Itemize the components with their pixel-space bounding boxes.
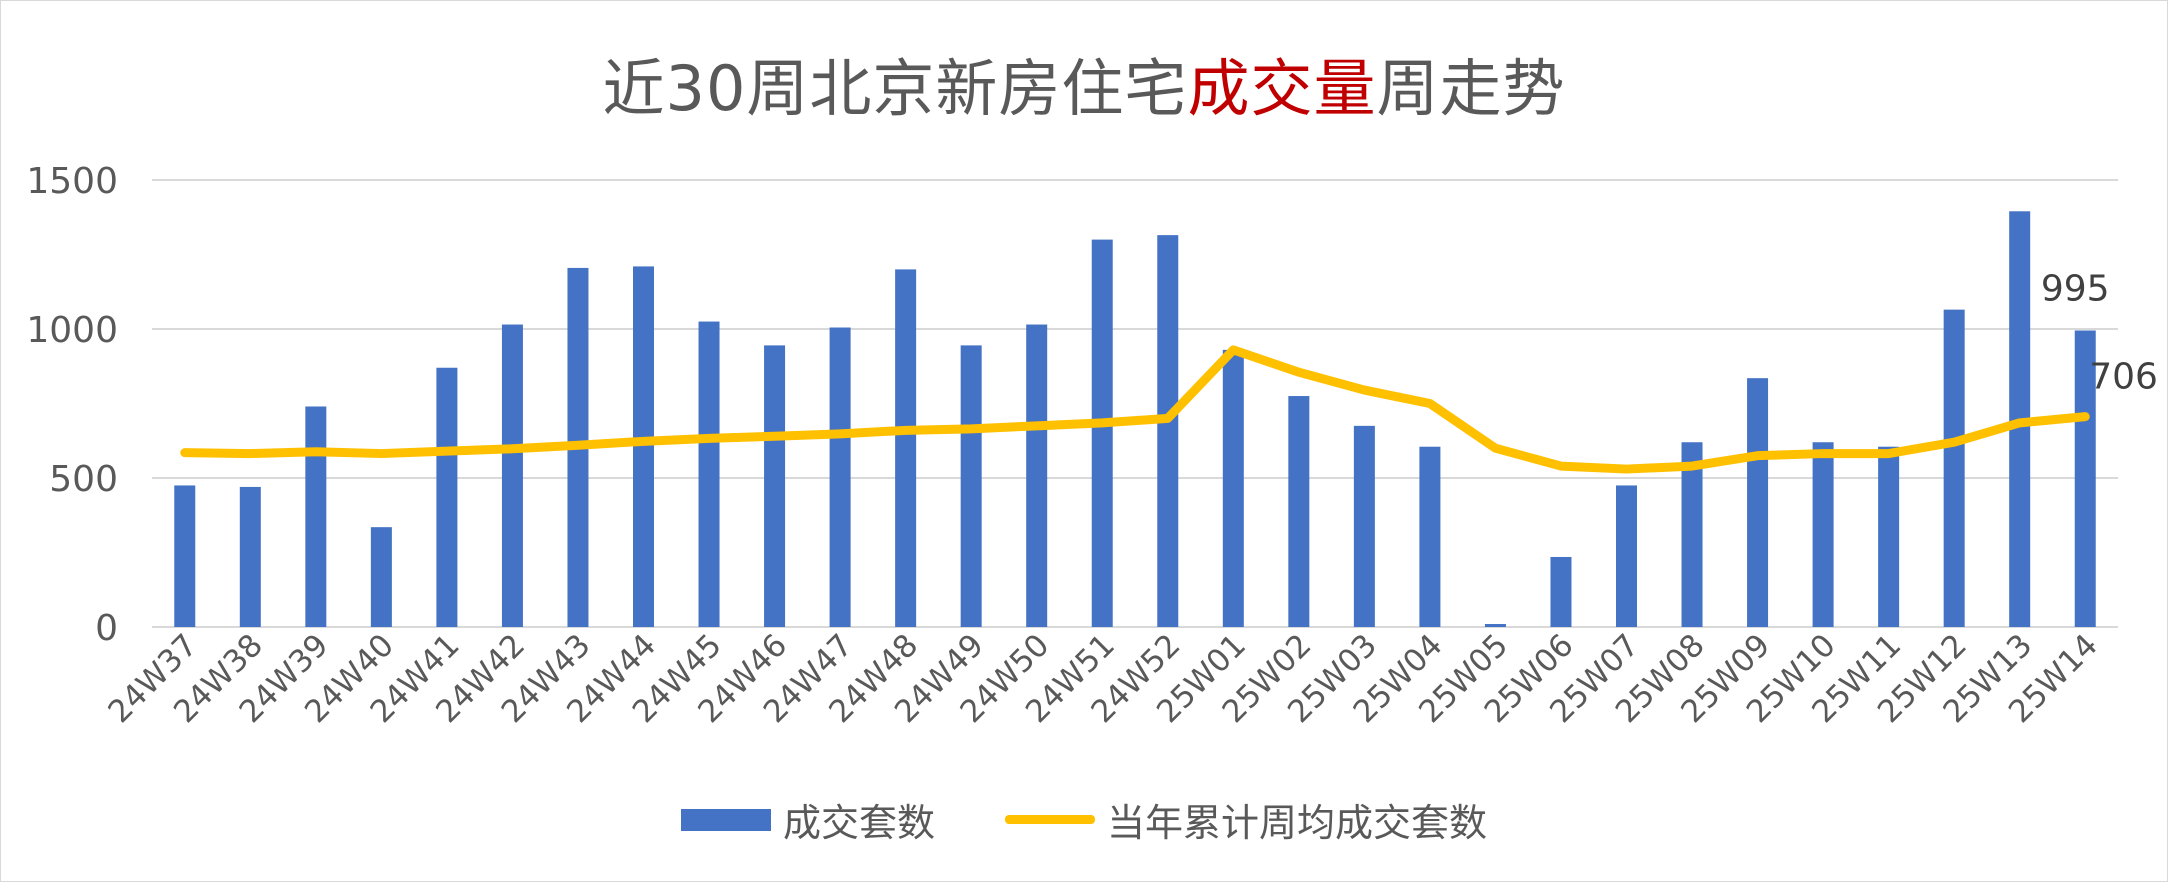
bar <box>895 269 917 627</box>
title-prefix: 近30周北京新房住宅 <box>602 52 1188 125</box>
bar <box>501 324 523 627</box>
bar <box>1091 239 1113 627</box>
bar <box>370 527 392 627</box>
bar <box>1550 556 1572 627</box>
data-label: 995 <box>2041 268 2110 309</box>
bar <box>829 327 851 627</box>
bar <box>1419 446 1441 627</box>
legend-item-line: 当年累计周均成交套数 <box>1005 792 1487 847</box>
bar <box>764 345 786 627</box>
legend: 成交套数 当年累计周均成交套数 <box>0 792 2168 847</box>
bar <box>633 266 654 627</box>
bar <box>1288 396 1310 627</box>
bar <box>1812 442 1834 627</box>
y-tick-label: 1000 <box>26 310 118 351</box>
bar <box>239 486 261 627</box>
bar <box>1616 485 1637 627</box>
legend-item-bar: 成交套数 <box>680 792 935 847</box>
bar <box>1157 235 1179 627</box>
title-suffix: 周走势 <box>1376 52 1566 125</box>
bar <box>1222 349 1244 627</box>
data-label: 706 <box>2089 357 2158 398</box>
y-tick-label: 0 <box>95 608 118 649</box>
bar <box>1484 624 1506 627</box>
bar <box>1026 324 1048 627</box>
bar <box>1747 378 1769 627</box>
bar <box>1943 309 1965 627</box>
chart-title: 近30周北京新房住宅成交量周走势 <box>0 38 2168 128</box>
line-series-weekly-average <box>180 345 2090 474</box>
bar <box>305 406 327 627</box>
y-tick-label: 1500 <box>26 161 118 202</box>
bar <box>1878 446 1900 627</box>
bar <box>1353 425 1375 627</box>
bar <box>436 367 458 627</box>
y-tick-label: 500 <box>49 459 118 500</box>
legend-swatch-line <box>1005 815 1095 824</box>
legend-swatch-bar <box>680 808 771 831</box>
bar <box>960 345 982 627</box>
legend-label-line: 当年累计周均成交套数 <box>1107 801 1488 845</box>
bar <box>174 485 196 627</box>
legend-label-bar: 成交套数 <box>782 801 935 845</box>
bar <box>2074 330 2096 627</box>
title-highlight: 成交量 <box>1187 52 1377 125</box>
bar <box>1681 442 1703 627</box>
bar <box>698 321 720 627</box>
